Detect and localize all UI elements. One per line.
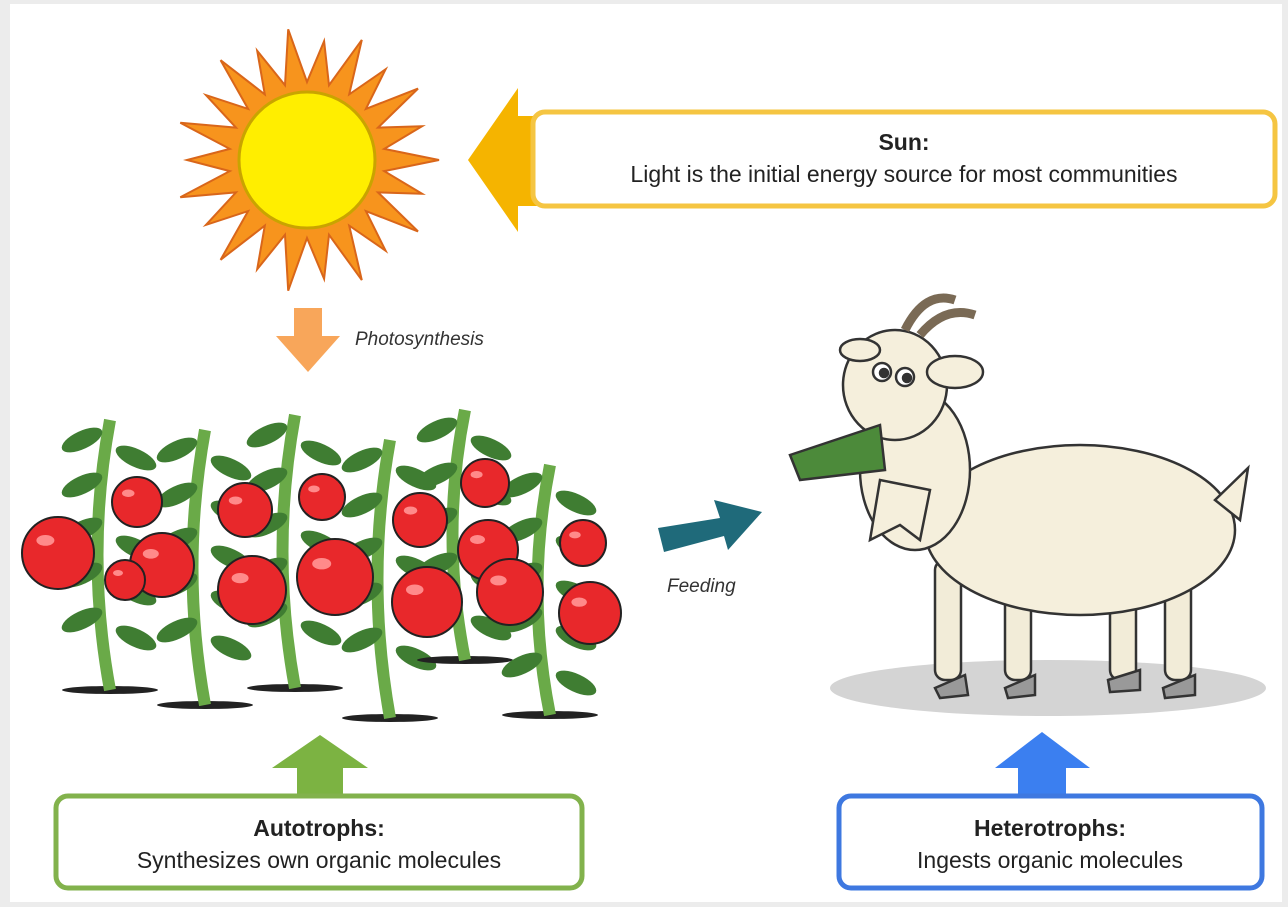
tomato [559, 582, 621, 644]
photosynthesis-label: Photosynthesis [355, 329, 484, 350]
tomato-shine [122, 490, 135, 498]
tomato [299, 474, 345, 520]
feeding-label: Feeding [667, 576, 736, 597]
autotrophs-text: Synthesizes own organic molecules [137, 847, 501, 873]
tomato [218, 556, 286, 624]
tomato [461, 459, 509, 507]
tomato [218, 483, 272, 537]
tomato-shine [143, 549, 159, 559]
tomato [560, 520, 606, 566]
tomato-shine [308, 486, 320, 493]
tomato-shine [404, 507, 418, 515]
tomato-shine [471, 471, 483, 478]
tomato [393, 493, 447, 547]
sun-title: Sun: [878, 129, 929, 155]
tomato-shine [232, 573, 249, 583]
autotrophs-title: Autotrophs: [253, 815, 385, 841]
sun-text: Light is the initial energy source for m… [630, 161, 1177, 187]
tomato [22, 517, 94, 589]
tomato-shine [312, 558, 331, 569]
tomato-shine [569, 532, 581, 539]
tomato-shine [406, 585, 424, 596]
tomato-shine [490, 576, 507, 586]
tomato [105, 560, 145, 600]
tomato [392, 567, 462, 637]
heterotrophs-box [839, 796, 1262, 888]
tomato [297, 539, 373, 615]
tomato-shine [470, 535, 485, 544]
tomato-shine [36, 535, 54, 546]
tomato-shine [571, 598, 587, 607]
diagram: Sun: Light is the initial energy source … [0, 0, 1288, 907]
tomato [112, 477, 162, 527]
sun-box [533, 112, 1275, 206]
tomato-shine [113, 570, 123, 576]
tomato-shine [229, 497, 243, 505]
heterotrophs-title: Heterotrophs: [974, 815, 1126, 841]
autotrophs-box [56, 796, 582, 888]
tomato [477, 559, 543, 625]
sun-disc [239, 92, 375, 228]
page: Sun: Light is the initial energy source … [0, 0, 1288, 907]
heterotrophs-text: Ingests organic molecules [917, 847, 1183, 873]
